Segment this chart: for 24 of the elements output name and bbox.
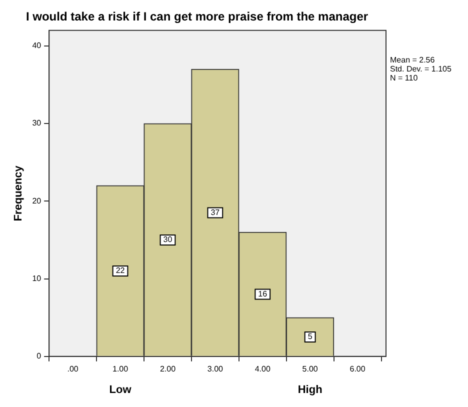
y-tick-label: 0 bbox=[36, 352, 42, 361]
text: Mean = 2.56 bbox=[390, 56, 436, 65]
text: High bbox=[298, 384, 323, 396]
y-tick-label: 40 bbox=[32, 41, 42, 50]
x-tick-label: 3.00 bbox=[207, 364, 224, 374]
text: Low bbox=[109, 384, 132, 396]
text: Std. Dev. = 1.105 bbox=[390, 64, 452, 74]
x-tick-label: 6.00 bbox=[350, 364, 366, 374]
y-axis-title: Frequency bbox=[12, 164, 25, 222]
y-tick-label: 30 bbox=[32, 118, 42, 128]
x-tick-label: 4.00 bbox=[254, 364, 271, 374]
data-label: 22 bbox=[116, 266, 126, 276]
x-tick-label: 1.00 bbox=[112, 364, 129, 374]
x-tick-label: 2.00 bbox=[160, 364, 176, 374]
chart-title: I would take a risk if I can get more praise from the manager bbox=[26, 10, 368, 24]
data-label: 37 bbox=[210, 208, 220, 218]
text: N = 110 bbox=[390, 74, 418, 83]
data-label: 30 bbox=[163, 235, 173, 244]
x-tick-label: 5.00 bbox=[302, 364, 318, 374]
data-label: 5 bbox=[308, 332, 313, 342]
y-tick-label: 20 bbox=[32, 196, 42, 206]
x-tick-label: .00 bbox=[67, 364, 79, 374]
data-label: 16 bbox=[258, 290, 268, 299]
y-tick-label: 10 bbox=[32, 274, 42, 283]
